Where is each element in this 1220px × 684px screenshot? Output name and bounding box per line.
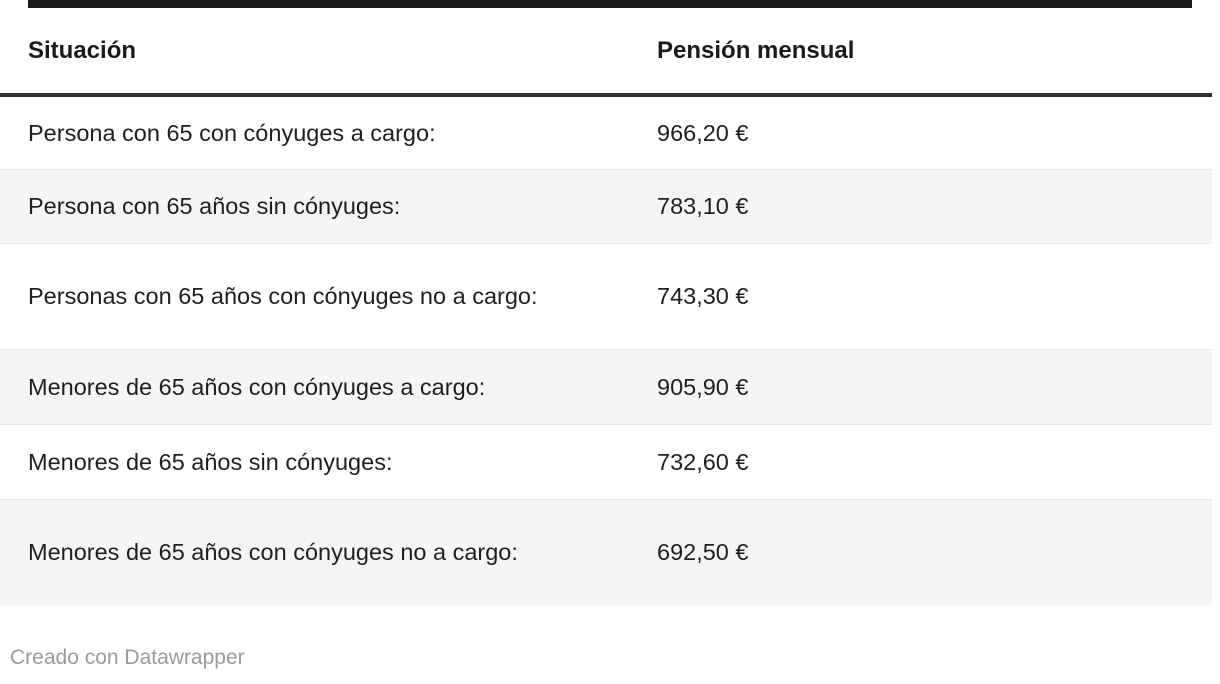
cell-pension: 732,60 €	[657, 448, 749, 475]
cell-pension: 783,10 €	[657, 193, 749, 219]
table-row: Personas con 65 años con cónyuges no a c…	[0, 244, 1212, 350]
table-row: Menores de 65 años con cónyuges no a car…	[0, 500, 1212, 605]
cell-situacion: Menores de 65 años sin cónyuges:	[28, 448, 393, 475]
cell-pension: 743,30 €	[657, 283, 749, 309]
cell-situacion: Persona con 65 años sin cónyuges:	[28, 193, 401, 219]
cell-pension: 905,90 €	[657, 373, 749, 400]
cell-situacion: Menores de 65 años con cónyuges no a car…	[28, 539, 518, 565]
cell-pension: 966,20 €	[657, 119, 749, 146]
table-row: Menores de 65 años con cónyuges a cargo:…	[0, 350, 1212, 425]
cell-situacion: Persona con 65 con cónyuges a cargo:	[28, 119, 436, 146]
column-header-pension-mensual: Pensión mensual	[657, 36, 855, 64]
cell-situacion: Menores de 65 años con cónyuges a cargo:	[28, 373, 486, 400]
pension-table: Situación Pensión mensual Persona con 65…	[0, 8, 1212, 605]
table-row: Persona con 65 años sin cónyuges: 783,10…	[0, 170, 1212, 244]
table-row: Menores de 65 años sin cónyuges: 732,60 …	[0, 425, 1212, 500]
table-top-rule	[28, 0, 1192, 8]
cell-pension: 692,50 €	[657, 539, 749, 565]
table-header-row: Situación Pensión mensual	[0, 8, 1212, 97]
datawrapper-attribution-link[interactable]: Creado con Datawrapper	[10, 646, 245, 669]
table-row: Persona con 65 con cónyuges a cargo: 966…	[0, 97, 1212, 170]
cell-situacion: Personas con 65 años con cónyuges no a c…	[28, 283, 538, 309]
column-header-situacion: Situación	[28, 36, 137, 64]
